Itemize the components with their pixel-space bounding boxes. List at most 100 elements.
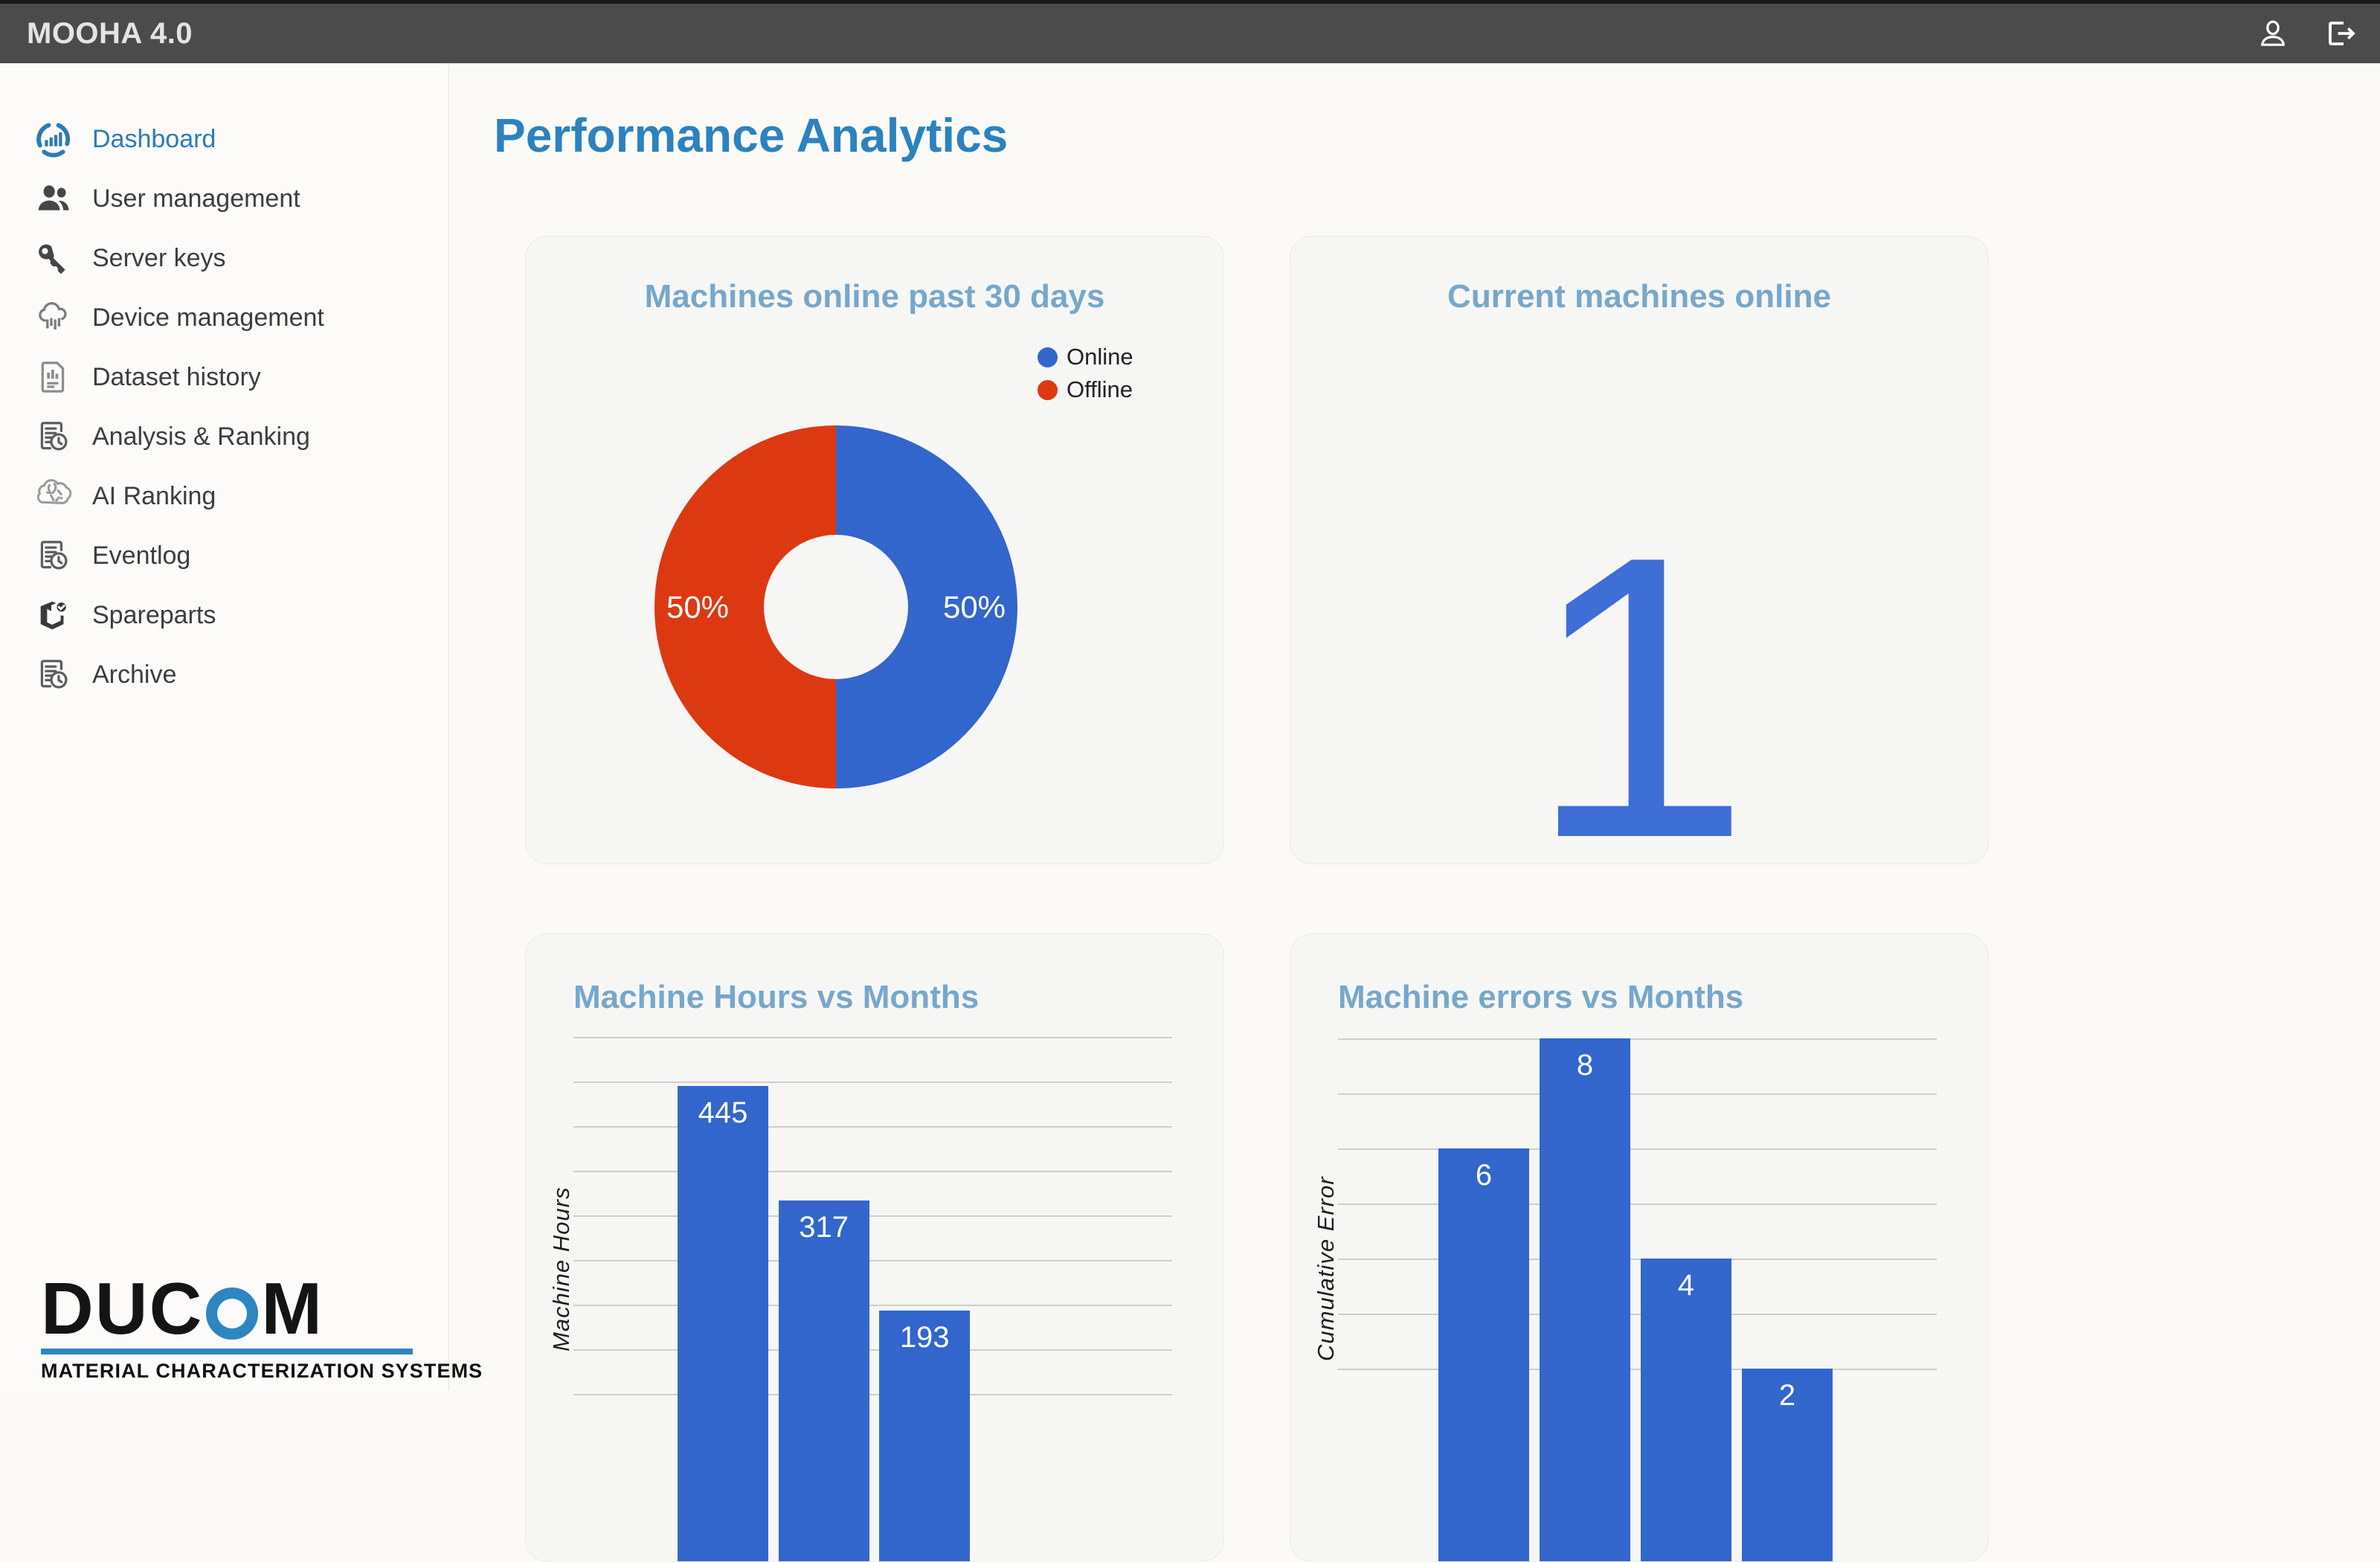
gridline-7 [1338, 1093, 1937, 1095]
sidebar: Dashboard User management Server keys Devic… [0, 63, 483, 1391]
gridline-150 [573, 1349, 1172, 1351]
donut-legend: Online Offline [1038, 341, 1133, 406]
donut-slice-label: 50% [943, 590, 1006, 625]
sidebar-item-ai-ranking[interactable]: AI Ranking [0, 466, 448, 526]
bar [778, 1200, 869, 1561]
card-machines-online-past-30-days: Machines online past 30 days Online Offl… [525, 236, 1224, 864]
gridline-5 [1338, 1203, 1937, 1205]
document-clock-icon [34, 417, 73, 456]
logo-letter: M [261, 1267, 324, 1349]
sidebar-item-analysis-ranking[interactable]: Analysis & Ranking [0, 407, 448, 466]
gridline-6 [1338, 1148, 1937, 1150]
sidebar-item-label: Archive [92, 660, 177, 689]
sidebar-item-archive[interactable]: Archive [0, 645, 448, 704]
ducom-logo-underline [41, 1349, 413, 1354]
logo-letter-o-ring [206, 1288, 259, 1340]
gridline-4 [1338, 1259, 1937, 1260]
card-title: Machine Hours vs Months [573, 979, 980, 1015]
current-machines-online-value: 1 [1527, 473, 1752, 864]
page-title: Performance Analytics [494, 109, 1009, 162]
card-title: Current machines online [1447, 278, 1831, 315]
sidebar-item-label: Eventlog [92, 541, 191, 570]
sidebar-item-spareparts[interactable]: Spareparts [0, 585, 448, 645]
bar [1641, 1259, 1731, 1561]
bar-value-label: 317 [799, 1210, 849, 1244]
sidebar-nav: Dashboard User management Server keys Devic… [0, 63, 448, 704]
sidebar-item-server-keys[interactable]: Server keys [0, 228, 448, 288]
bar [1438, 1148, 1529, 1561]
legend-dot [1038, 347, 1058, 367]
card-current-machines-online: Current machines online 1 [1290, 236, 1989, 864]
sidebar-item-label: Analysis & Ranking [92, 422, 310, 451]
legend-item-online: Online [1038, 341, 1133, 373]
window-top-edge [0, 0, 2380, 4]
gridline-2 [1338, 1369, 1937, 1370]
brain-icon [34, 477, 73, 515]
donut-chart: 50% 50% [654, 425, 1017, 788]
ducom-logo-subtitle: MATERIAL CHARACTERIZATION SYSTEMS [41, 1360, 483, 1382]
user-icon[interactable] [2255, 16, 2291, 51]
sidebar-item-label: Dataset history [92, 362, 261, 391]
sidebar-item-device-management[interactable]: Device management [0, 288, 448, 347]
gridline-450 [573, 1081, 1172, 1083]
card-title: Machines online past 30 days [644, 278, 1105, 315]
bar-chart-machine-errors: 6 8 4 2 [1338, 934, 1937, 1561]
logout-icon[interactable] [2322, 16, 2358, 51]
legend-item-offline: Offline [1038, 373, 1133, 406]
y-axis-title: Cumulative Error [1313, 1176, 1339, 1362]
bar-value-label: 8 [1576, 1049, 1594, 1081]
gridline-500 [573, 1037, 1172, 1038]
sidebar-item-user-management[interactable]: User management [0, 169, 448, 228]
y-axis-title: Machine Hours [548, 1186, 574, 1352]
legend-dot [1038, 379, 1058, 400]
card-machine-hours-vs-months: Machine Hours vs Months Machine Hours 44… [525, 933, 1224, 1562]
sidebar-item-label: Dashboard [92, 124, 216, 153]
logo-letter: U [94, 1267, 149, 1349]
document-chart-icon [34, 358, 73, 396]
sidebar-item-dataset-history[interactable]: Dataset history [0, 347, 448, 407]
sidebar-item-label: AI Ranking [92, 481, 216, 510]
gridline-250 [573, 1260, 1172, 1262]
bar-value-label: 445 [698, 1096, 748, 1129]
sidebar-item-label: Server keys [92, 243, 226, 272]
gridline-200 [573, 1305, 1172, 1306]
gridline-3 [1338, 1314, 1937, 1315]
legend-label: Online [1067, 344, 1133, 370]
card-title: Machine errors vs Months [1338, 979, 1744, 1015]
gridline-100 [573, 1394, 1172, 1395]
card-machine-errors-vs-months: Machine errors vs Months Cumulative Erro… [1290, 933, 1989, 1562]
sidebar-item-label: Device management [92, 303, 324, 332]
gridline-8 [1338, 1038, 1937, 1040]
bar-value-label: 2 [1778, 1379, 1796, 1412]
legend-label: Offline [1067, 376, 1133, 402]
document-clock-icon [34, 655, 73, 694]
sidebar-item-label: User management [92, 184, 300, 213]
sidebar-item-dashboard[interactable]: Dashboard [0, 109, 448, 169]
sidebar-item-label: Spareparts [92, 600, 216, 629]
document-clock-icon [34, 536, 73, 575]
bar-value-label: 193 [899, 1321, 950, 1354]
bar-value-label: 6 [1475, 1159, 1493, 1192]
key-icon [34, 239, 73, 277]
cloud-circuit-icon [34, 298, 73, 337]
donut-slice-label: 50% [666, 590, 729, 625]
main-content: Performance Analytics Machines online pa… [450, 63, 2380, 1562]
donut-slice-offline [654, 425, 1017, 788]
bar [678, 1086, 768, 1561]
bar [1540, 1038, 1630, 1561]
box-check-icon [34, 596, 73, 634]
bar-chart-machine-hours: 445 317 193 [573, 934, 1172, 1561]
users-icon [34, 179, 73, 218]
logo-letter: C [149, 1267, 204, 1349]
bar-value-label: 4 [1677, 1269, 1695, 1302]
dashboard-icon [34, 120, 73, 158]
topbar: MOOHA 4.0 [0, 4, 2380, 63]
logo-letter: D [41, 1267, 95, 1349]
app-title: MOOHA 4.0 [27, 16, 193, 50]
gridline-400 [573, 1126, 1172, 1128]
sidebar-item-eventlog[interactable]: Eventlog [0, 526, 448, 585]
gridline-350 [573, 1171, 1172, 1172]
topbar-actions [2255, 16, 2358, 51]
